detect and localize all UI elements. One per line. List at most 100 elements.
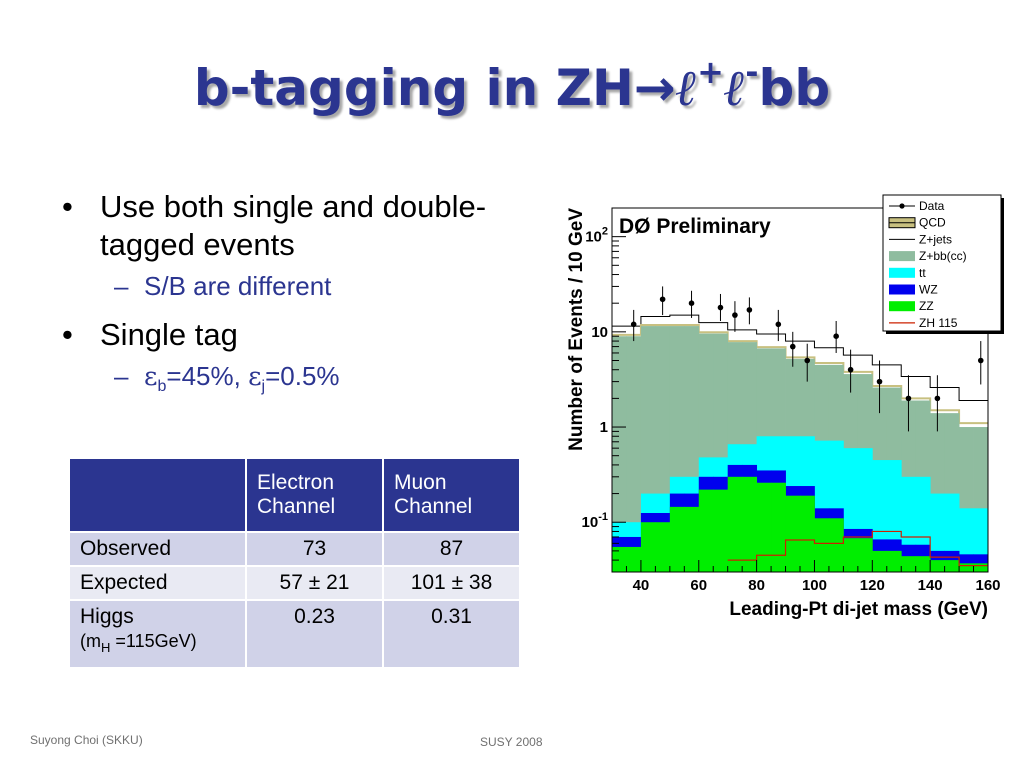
epsilon-b-subscript: b	[157, 378, 167, 396]
data-point	[905, 395, 912, 402]
bar-zz	[684, 506, 700, 572]
epsilon-b-symbol: ε	[144, 362, 158, 392]
table-header-row: Electron Channel Muon Channel	[68, 457, 521, 533]
data-point	[659, 296, 666, 303]
bar-zz	[843, 538, 859, 572]
legend-label: tt	[919, 266, 926, 280]
table-cell: 0.23	[245, 599, 384, 669]
bullet-dot-icon: •	[62, 189, 73, 224]
epsilon-j-subscript: j	[261, 378, 266, 396]
epsilon-j-symbol: ε	[248, 362, 262, 392]
table-cell: Observed	[68, 531, 247, 567]
dash-icon: –	[114, 361, 129, 391]
bullet-list: • Use both single and double-tagged event…	[62, 188, 532, 417]
table-cell-higgs: Higgs (mH =115GeV)	[68, 599, 247, 669]
bar-zz	[669, 506, 685, 572]
table-cell: 87	[382, 531, 521, 567]
table-cell: 73	[245, 531, 384, 567]
bar-zz	[727, 476, 743, 572]
table-cell: 0.31	[382, 599, 521, 669]
data-point	[717, 304, 724, 311]
sub-bullet-1: – S/B are different	[62, 270, 532, 302]
table-header-muon: Muon Channel	[382, 457, 521, 533]
x-tick-label: 80	[748, 577, 765, 594]
bullet-2-text: Single tag	[100, 317, 238, 352]
bar-zz	[828, 518, 844, 572]
title-plus: +	[697, 53, 724, 91]
efficiency-mid-text: =45%,	[166, 361, 249, 391]
title-main: b-tagging in ZH	[193, 59, 634, 117]
bar-zz	[944, 560, 960, 572]
data-point	[934, 395, 941, 402]
bullet-dot-icon: •	[62, 317, 73, 352]
bar-zz	[857, 538, 873, 572]
slide-title: b-tagging in ZH→ℓ+ℓ-bb	[0, 56, 1024, 117]
legend-label: ZZ	[919, 299, 934, 313]
bar-zz	[872, 550, 888, 572]
data-point	[688, 300, 695, 306]
title-lepton-2: ℓ	[723, 58, 746, 117]
legend-label: Z+jets	[919, 232, 952, 246]
table-row: Expected 57 ± 21 101 ± 38	[68, 565, 521, 601]
bar-zz	[886, 550, 902, 572]
legend-label: WZ	[919, 283, 938, 297]
legend-label: Data	[919, 199, 945, 213]
bar-zz	[973, 563, 989, 572]
footer-author: Suyong Choi (SKKU)	[30, 733, 143, 747]
chart-title: DØ Preliminary	[619, 215, 771, 238]
x-tick-label: 120	[860, 577, 885, 594]
y-axis-label: Number of Events / 10 GeV	[566, 208, 587, 451]
histogram-chart: 40 60 80 100 120 140 160 10-1 1 10 102 DØ Prelimina…	[566, 194, 1004, 620]
footer-event: SUSY 2008	[480, 735, 543, 749]
higgs-mass-close: =115GeV)	[110, 631, 197, 651]
dash-icon: –	[114, 271, 129, 301]
title-arrow: →	[633, 59, 676, 117]
bar-zz	[785, 495, 801, 572]
table-row: Observed 73 87	[68, 531, 521, 567]
legend-swatch-data-marker	[899, 203, 905, 209]
bar-zz	[959, 563, 974, 572]
title-minus: -	[745, 53, 759, 91]
y-tick-label: 1	[600, 419, 608, 436]
data-point	[732, 312, 738, 318]
y-tick-label: 10-1	[582, 511, 608, 531]
x-tick-label: 40	[633, 577, 650, 594]
legend-swatch-zbb	[889, 251, 915, 262]
higgs-mass-subscript: H	[101, 640, 111, 656]
legend-swatch-zz	[889, 301, 915, 312]
bar-zz	[771, 482, 786, 572]
table-header-blank	[68, 457, 247, 533]
bar-zz	[901, 556, 917, 572]
higgs-label: Higgs	[80, 605, 134, 628]
table-header-electron: Electron Channel	[245, 457, 384, 533]
higgs-mass-open: (m	[80, 631, 101, 651]
efficiency-end-text: =0.5%	[265, 361, 340, 391]
bullet-1-text: Use both single and double-tagged events	[100, 189, 487, 262]
bar-zz	[915, 556, 931, 572]
y-tick-label: 102	[585, 226, 608, 246]
line-zh115	[727, 530, 988, 567]
y-tick-label: 10	[591, 324, 608, 341]
data-point	[847, 366, 854, 373]
x-axis-label: Leading-Pt di-jet mass (GeV)	[729, 599, 988, 620]
legend-label: QCD	[919, 216, 946, 230]
bullet-1: • Use both single and double-tagged event…	[62, 188, 532, 264]
legend-label: ZH 115	[919, 316, 958, 330]
table-cell: 101 ± 38	[382, 565, 521, 601]
title-lepton-1: ℓ	[675, 58, 698, 117]
bar-zz	[800, 495, 815, 572]
line-zjets	[612, 314, 988, 402]
sub-bullet-2: – εb=45%, εj=0.5%	[62, 360, 532, 403]
legend-swatch-tt	[889, 267, 915, 278]
data-point	[977, 357, 984, 364]
x-tick-label: 100	[802, 577, 827, 594]
bar-zz	[742, 476, 758, 572]
data-point	[630, 321, 637, 328]
data-point	[775, 321, 782, 328]
bar-zz	[814, 518, 830, 572]
bar-zz	[930, 560, 946, 572]
bar-zbbcc	[612, 336, 627, 572]
bar-zz	[756, 482, 772, 572]
data-point	[789, 343, 796, 350]
bullet-2: • Single tag	[62, 316, 532, 354]
